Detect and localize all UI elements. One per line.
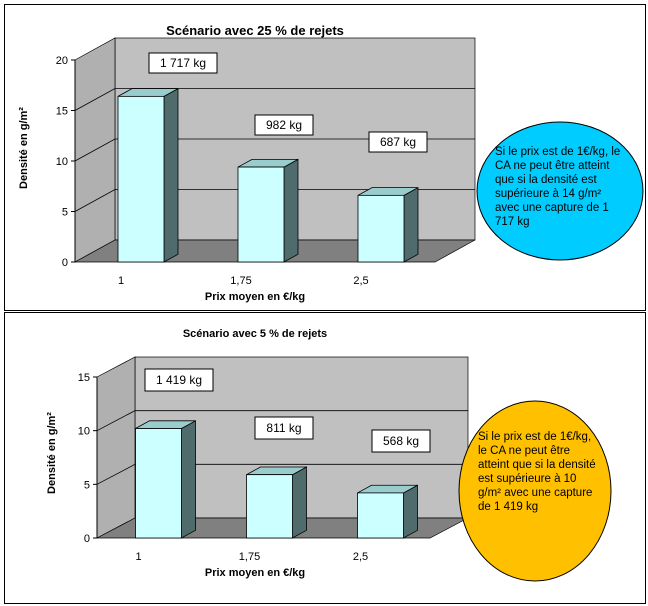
bar-side [181, 420, 196, 539]
x-axis-title: Prix moyen en €/kg [205, 567, 305, 579]
bar [357, 194, 405, 263]
bar [117, 95, 165, 263]
y-tick-label: 10 [56, 156, 68, 168]
y-tick-label: 10 [78, 426, 90, 438]
y-tick-label: 20 [56, 55, 68, 67]
data-label: 811 kg [266, 421, 301, 435]
chart-title: Scénario avec 5 % de rejets [183, 328, 327, 340]
bar [246, 474, 293, 539]
gridline [74, 88, 475, 111]
chart-25-percent: Scénario avec 25 % de rejets 0 5 10 15 20 1 1 7… [18, 23, 644, 303]
x-axis-title: Prix moyen en €/kg [205, 291, 305, 303]
annotation-text: Si le prix est de 1€/kg, le CA ne peut ê… [478, 431, 596, 513]
chart-panel-25: Scénario avec 25 % de rejets 0 5 10 15 20 1 1 7… [4, 4, 646, 311]
bar [357, 492, 404, 539]
data-label-box [371, 429, 431, 453]
bar-side [283, 158, 299, 263]
bar-side [292, 466, 307, 539]
chart-title: Scénario avec 25 % de rejets [166, 23, 344, 38]
annotation-bubble [476, 121, 644, 261]
gridline [74, 138, 475, 162]
y-tick-label: 0 [84, 533, 90, 545]
data-label: 982 kg [266, 118, 302, 132]
bar-side [403, 186, 419, 263]
y-tick-label: 5 [62, 207, 68, 219]
y-axis-title: Densité en g/m² [18, 107, 30, 189]
data-label-box [254, 416, 314, 440]
annotation-text: Si le prix est de 1€/kg, le CA ne peut ê… [495, 146, 621, 228]
gridline [96, 410, 468, 432]
data-label: 687 kg [380, 135, 416, 149]
data-label-box [144, 368, 214, 392]
chart-5-percent: Scénario avec 5 % de rejets 0 5 10 15 1 1 419 … [46, 328, 612, 582]
side-wall [96, 356, 136, 539]
gridline [74, 189, 475, 212]
y-tick-label: 5 [84, 479, 90, 491]
y-tick-label: 0 [62, 257, 68, 269]
y-tick-label: 15 [78, 372, 90, 384]
data-label-box [368, 131, 428, 153]
data-label: 1 717 kg [160, 56, 206, 70]
x-tick-label: 2,5 [353, 275, 368, 287]
annotation-bubble [458, 400, 612, 582]
y-axis-title: Densité en g/m² [46, 412, 58, 494]
bar [135, 428, 182, 539]
x-tick-label: 1 [118, 275, 124, 287]
bar [237, 166, 285, 263]
bar-side [403, 484, 418, 539]
gridline [96, 463, 468, 485]
bar-side [163, 87, 179, 263]
data-label-box [254, 114, 314, 136]
x-tick-label: 1,75 [239, 551, 260, 563]
data-label: 568 kg [383, 434, 419, 448]
y-tick-label: 15 [56, 106, 68, 118]
x-tick-label: 2,5 [353, 551, 368, 563]
x-tick-label: 1,75 [230, 275, 251, 287]
data-label: 1 419 kg [156, 373, 202, 387]
chart-panel-5: Scénario avec 5 % de rejets 0 5 10 15 1 1 419 … [4, 312, 646, 604]
x-tick-label: 1 [135, 551, 141, 563]
data-label-box [148, 52, 218, 74]
